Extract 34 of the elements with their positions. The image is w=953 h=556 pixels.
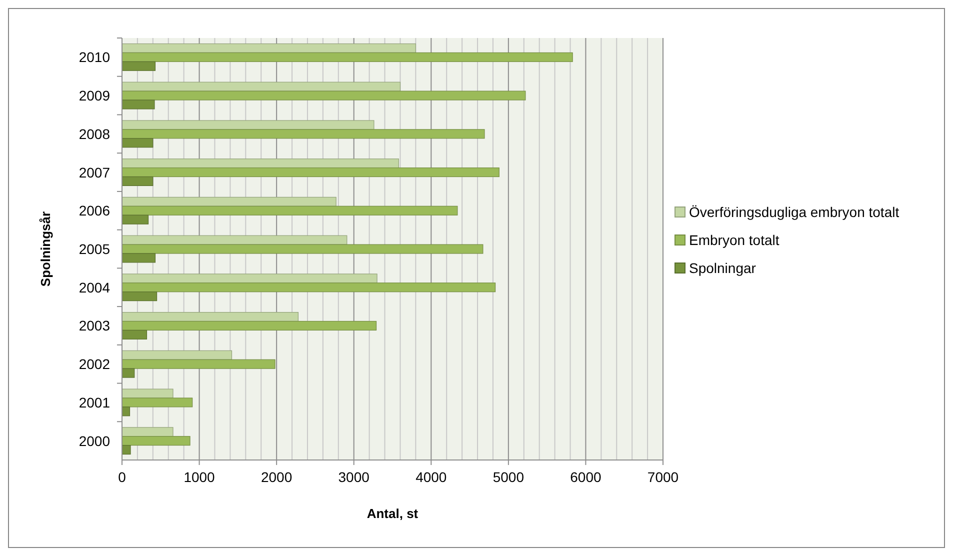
legend-label: Spolningar	[689, 260, 756, 276]
bar	[122, 312, 299, 322]
bar	[122, 43, 416, 54]
y-tick-label: 2010	[78, 49, 110, 66]
y-tick-label: 2004	[78, 279, 110, 296]
x-axis-title: Antal, st	[366, 506, 419, 521]
y-tick-label: 2003	[78, 318, 110, 334]
legend-label: Embryon totalt	[689, 232, 780, 248]
bar	[122, 274, 378, 284]
x-tick-label: 1000	[184, 469, 216, 485]
x-tick-label: 3000	[338, 469, 370, 485]
x-tick-label: 7000	[647, 469, 679, 485]
bar	[122, 388, 174, 398]
x-tick-label: 6000	[570, 469, 602, 485]
y-tick-label: 2005	[78, 241, 110, 257]
y-tick-label: 2007	[78, 164, 110, 180]
x-tick-label: 2000	[260, 469, 292, 485]
y-axis-title: Spolningsår	[38, 211, 53, 287]
y-tick-label: 2002	[78, 356, 110, 372]
x-tick-label: 4000	[416, 469, 447, 485]
y-tick-label: 2009	[78, 88, 110, 104]
bar	[122, 158, 399, 168]
x-tick-label: 5000	[492, 469, 524, 485]
bar	[122, 350, 232, 360]
y-tick-label: 2000	[78, 432, 110, 449]
legend-label: Överföringsdugliga embryon totalt	[689, 204, 900, 220]
bar	[122, 120, 374, 130]
bar	[122, 235, 348, 245]
y-tick-label: 2001	[78, 394, 110, 410]
x-tick-label: 0	[118, 469, 126, 485]
bar	[122, 196, 336, 206]
bar	[122, 427, 174, 437]
y-tick-label: 2006	[78, 202, 110, 219]
y-tick-label: 2008	[78, 126, 110, 142]
